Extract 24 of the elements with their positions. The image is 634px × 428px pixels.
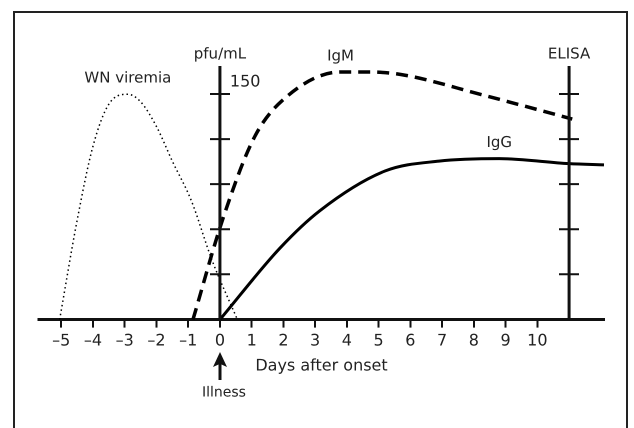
series-label: IgG <box>486 133 512 152</box>
x-tick-label: 4 <box>342 330 352 350</box>
x-tick-label: 9 <box>500 330 511 350</box>
x-tick-label: –3 <box>116 330 134 350</box>
y2-axis-title: ELISA <box>548 44 591 62</box>
x-axis-title: Days after onset <box>255 356 388 375</box>
x-tick-label: 3 <box>310 330 320 350</box>
x-tick-label: 6 <box>405 330 416 350</box>
y-axis-title: pfu/mL <box>194 44 247 62</box>
annotation: 150 <box>230 71 260 90</box>
text: Illness <box>202 384 246 401</box>
series-label: IgM <box>327 46 354 64</box>
x-tick-label: 5 <box>374 330 384 350</box>
x-tick-label: 2 <box>278 330 289 350</box>
x-tick-label: 1 <box>246 330 257 350</box>
x-tick-label: 0 <box>214 330 226 350</box>
x-tick-label: –4 <box>84 330 102 350</box>
x-tick-label: –2 <box>147 330 166 350</box>
x-tick-label: 10 <box>527 330 548 350</box>
x-tick-label: –1 <box>179 330 198 350</box>
x-tick-label: –5 <box>52 330 70 350</box>
series-label: WN viremia <box>84 68 172 87</box>
x-tick-label: 8 <box>468 330 479 350</box>
x-tick-label: 7 <box>437 330 448 350</box>
